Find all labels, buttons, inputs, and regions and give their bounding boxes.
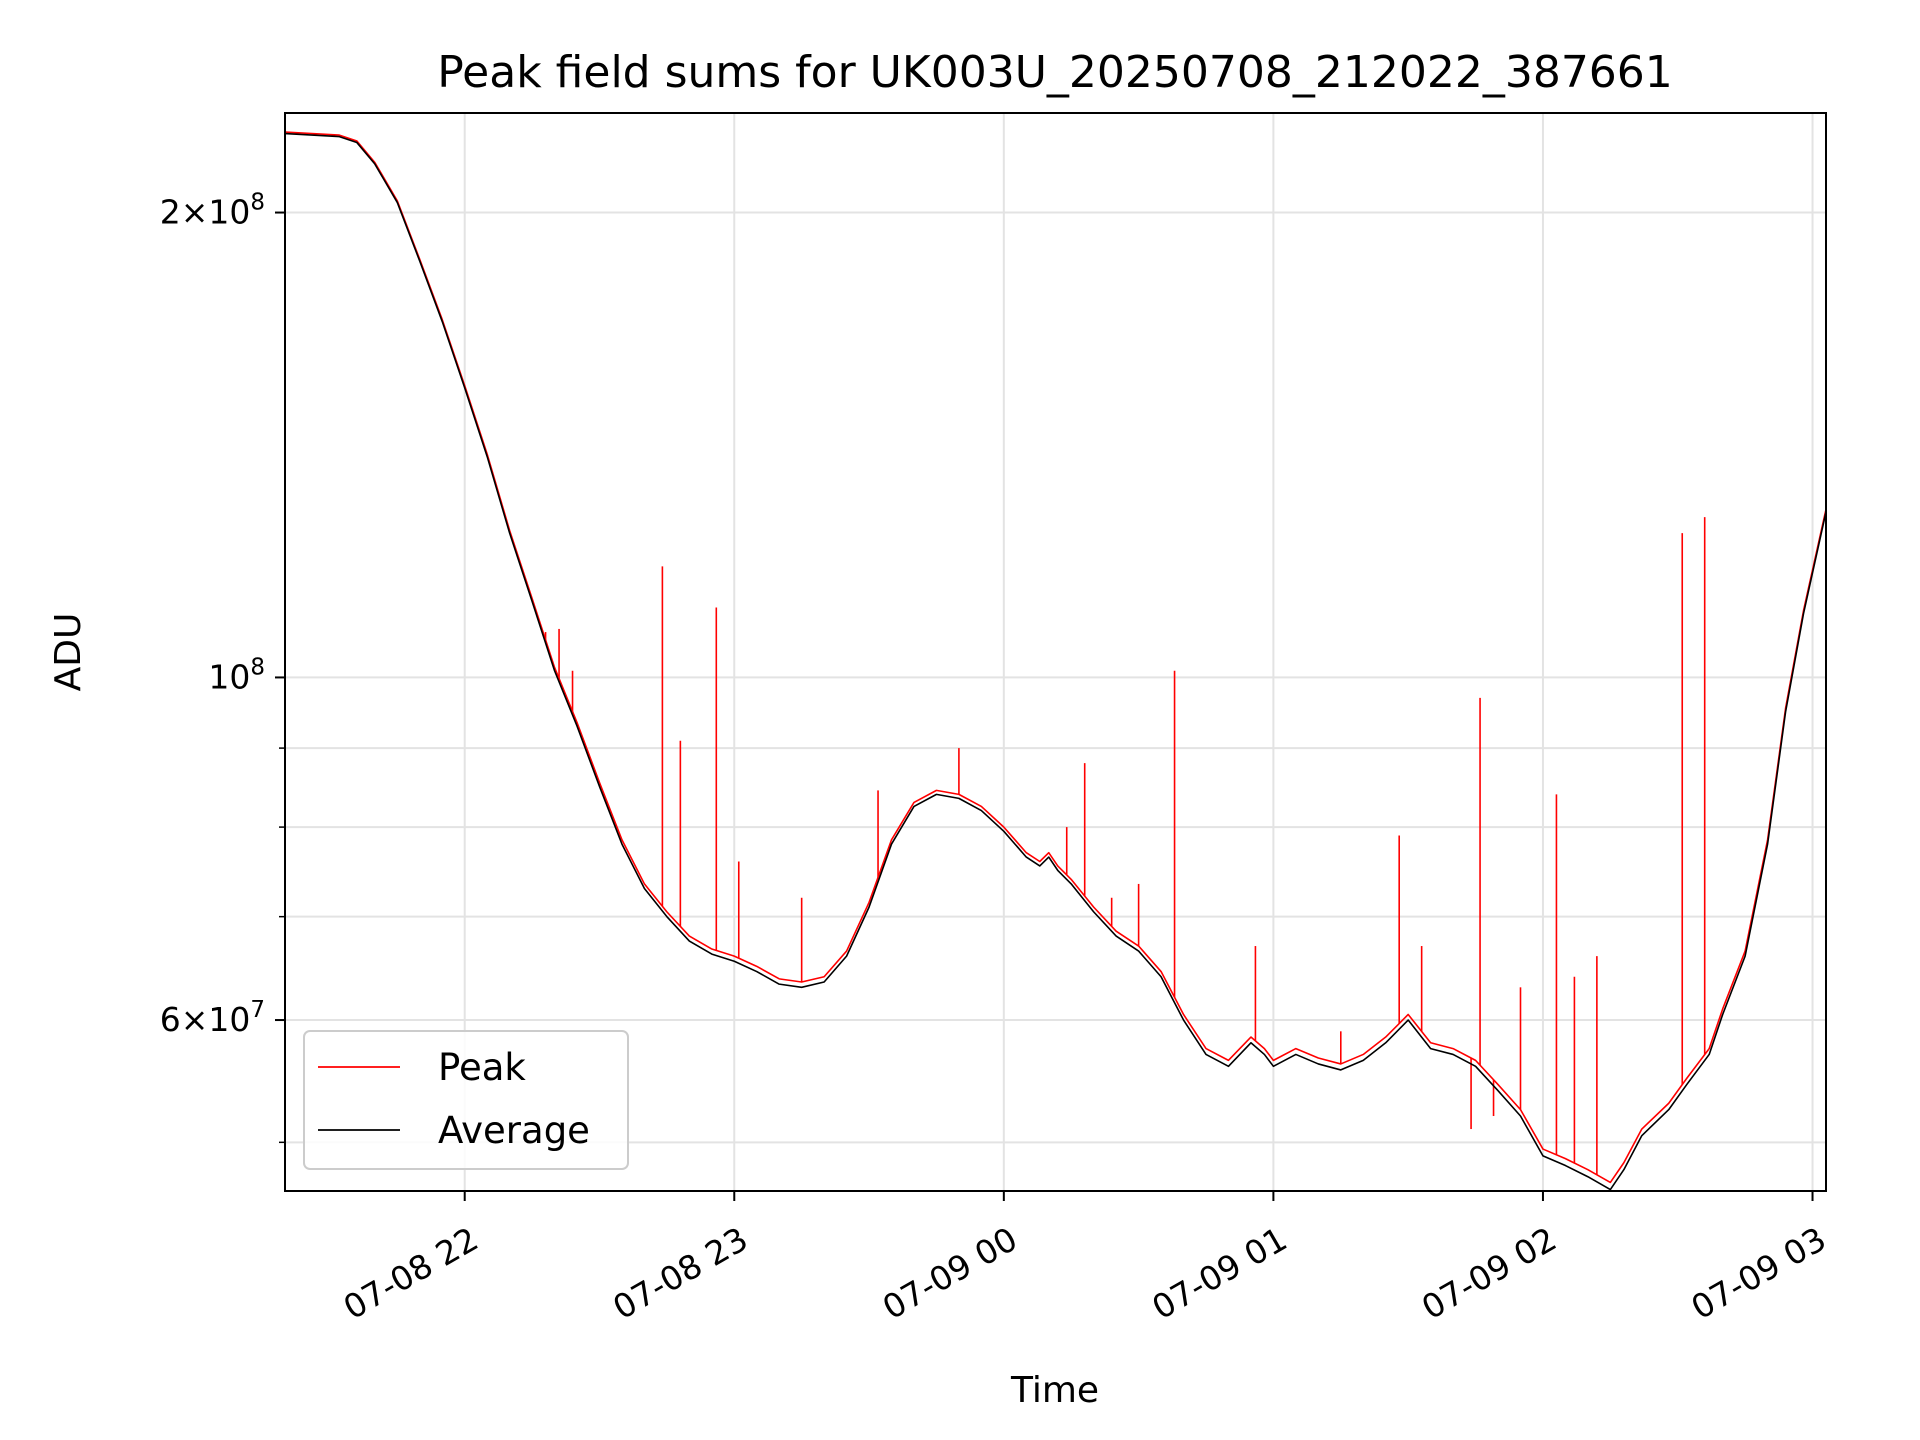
data-layer xyxy=(285,131,1826,1191)
grid-layer xyxy=(285,113,1826,1191)
series-line-average xyxy=(285,132,1826,1191)
legend-label-peak: Peak xyxy=(438,1046,526,1089)
legend-box xyxy=(303,1030,629,1170)
legend: Peak Average xyxy=(303,1030,629,1170)
plot-frame xyxy=(284,112,1827,1192)
y-tick-label: 2×108 xyxy=(160,190,265,232)
x-axis-label: Time xyxy=(1010,1370,1099,1411)
y-axis-label: ADU xyxy=(48,613,89,692)
legend-label-average: Average xyxy=(438,1109,590,1152)
chart-title: Peak field sums for UK003U_20250708_2120… xyxy=(437,47,1673,98)
y-tick-label: 6×107 xyxy=(160,997,265,1039)
y-tick-label: 108 xyxy=(208,654,265,696)
